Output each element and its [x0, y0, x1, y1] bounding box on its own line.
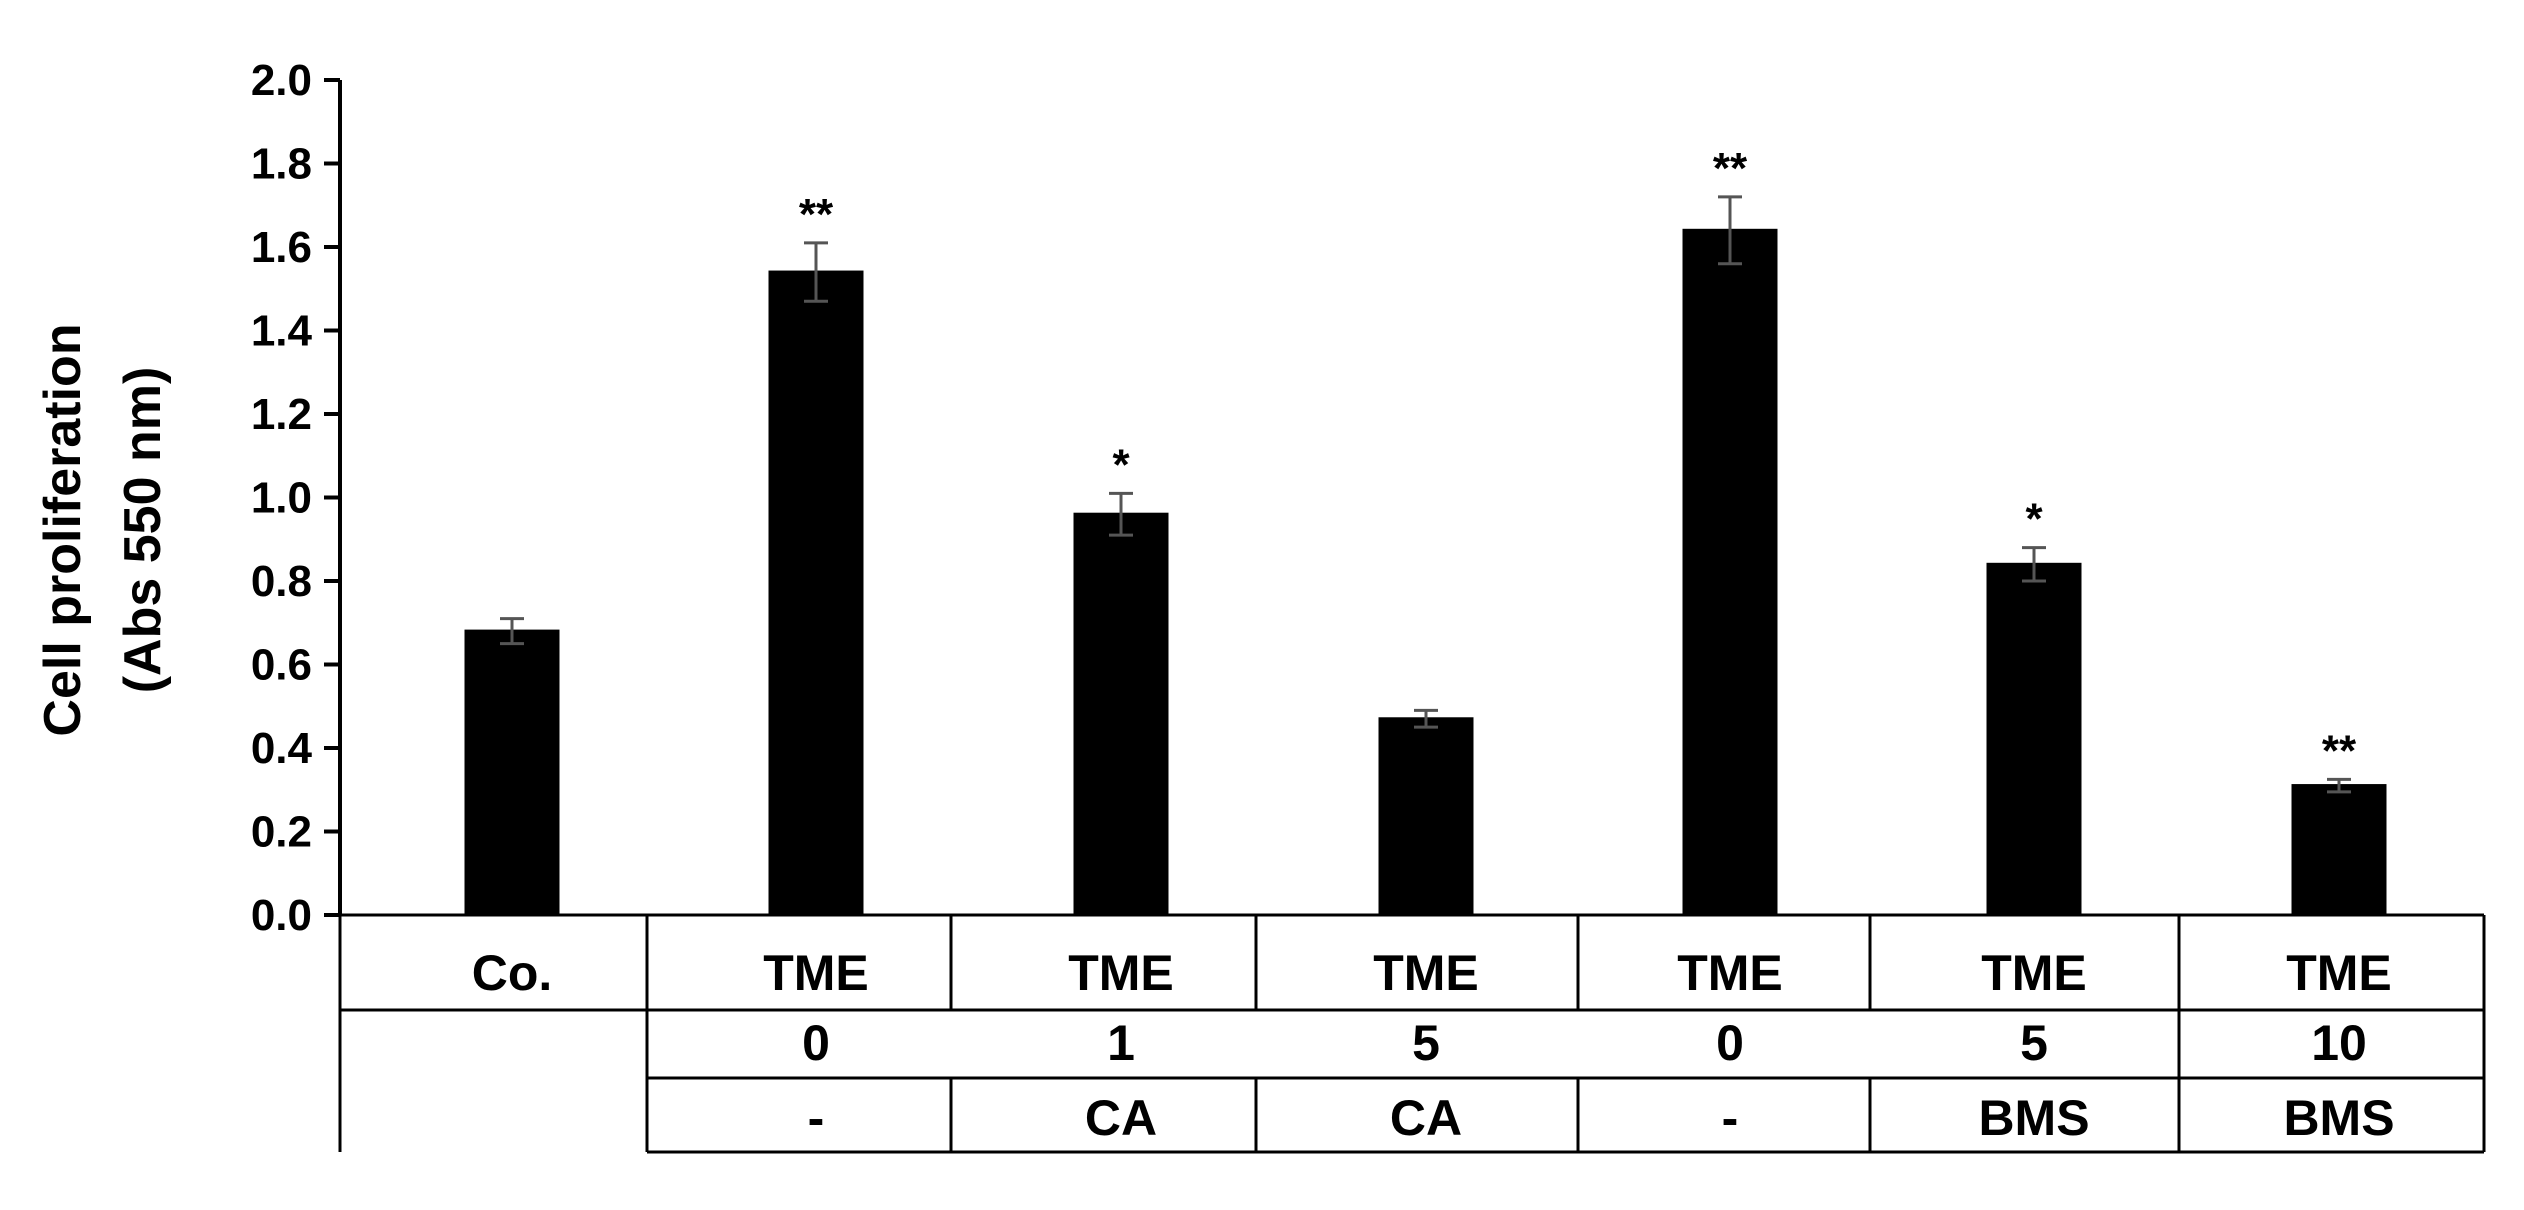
y-tick-label: 0.4 [251, 724, 313, 773]
axes: 0.0 0.2 0.4 0.6 0.8 1.0 1.2 1.4 1.6 1.8 2.0 [251, 56, 342, 940]
y-tick-label: 1.4 [251, 307, 313, 356]
condition-label-row2: 0 [1716, 1015, 1744, 1071]
condition-table: Co. TME TME TME TME TME TME 0 1 5 0 5 10 - CA CA - BMS BMS [338, 913, 2486, 1154]
condition-label-row1: TME [1373, 945, 1479, 1001]
condition-label-row2: 0 [802, 1015, 830, 1071]
bars: ******** [464, 144, 2387, 917]
condition-label-row3: - [1722, 1090, 1739, 1146]
y-tick-label: 0.6 [251, 641, 312, 690]
condition-label-row2: 10 [2311, 1015, 2367, 1071]
bar [768, 270, 864, 917]
condition-label-row2: 1 [1107, 1015, 1135, 1071]
bar [1073, 512, 1169, 917]
y-tick-label: 0.2 [251, 808, 312, 857]
condition-label-row3: CA [1390, 1090, 1462, 1146]
y-tick-label: 1.0 [251, 474, 312, 523]
condition-label-row1: TME [1677, 945, 1783, 1001]
condition-label-row1: TME [1981, 945, 2087, 1001]
y-axis-title-line1: Cell proliferation [34, 323, 92, 736]
bar [464, 629, 560, 917]
significance-label: ** [2322, 726, 2357, 775]
y-tick-label: 1.2 [251, 390, 312, 439]
significance-label: ** [799, 190, 834, 239]
condition-label-row3: BMS [1978, 1090, 2089, 1146]
significance-label: ** [1713, 144, 1748, 193]
condition-label-row1: TME [2286, 945, 2392, 1001]
y-axis-title: Cell proliferation (Abs 550 nm) [34, 323, 172, 736]
condition-label-row2: 5 [1412, 1015, 1440, 1071]
y-tick-label: 1.8 [251, 140, 312, 189]
condition-label-row1: TME [1068, 945, 1174, 1001]
y-tick-label: 0.8 [251, 557, 312, 606]
condition-label-row3: BMS [2283, 1090, 2394, 1146]
condition-label-row3: - [808, 1090, 825, 1146]
condition-label-row3: CA [1085, 1090, 1157, 1146]
condition-label-row2: 5 [2020, 1015, 2048, 1071]
y-tick-label: 2.0 [251, 56, 312, 105]
y-axis-title-line2: (Abs 550 nm) [114, 367, 172, 694]
bar [2291, 784, 2387, 917]
bar [1378, 717, 1474, 917]
condition-label-row1: TME [763, 945, 869, 1001]
bar [1682, 228, 1778, 917]
y-tick-label: 1.6 [251, 223, 312, 272]
bar [1986, 562, 2082, 917]
condition-label-row1: Co. [472, 945, 553, 1001]
significance-label: * [1112, 440, 1130, 489]
significance-label: * [2025, 495, 2043, 544]
y-tick-label: 0.0 [251, 891, 312, 940]
